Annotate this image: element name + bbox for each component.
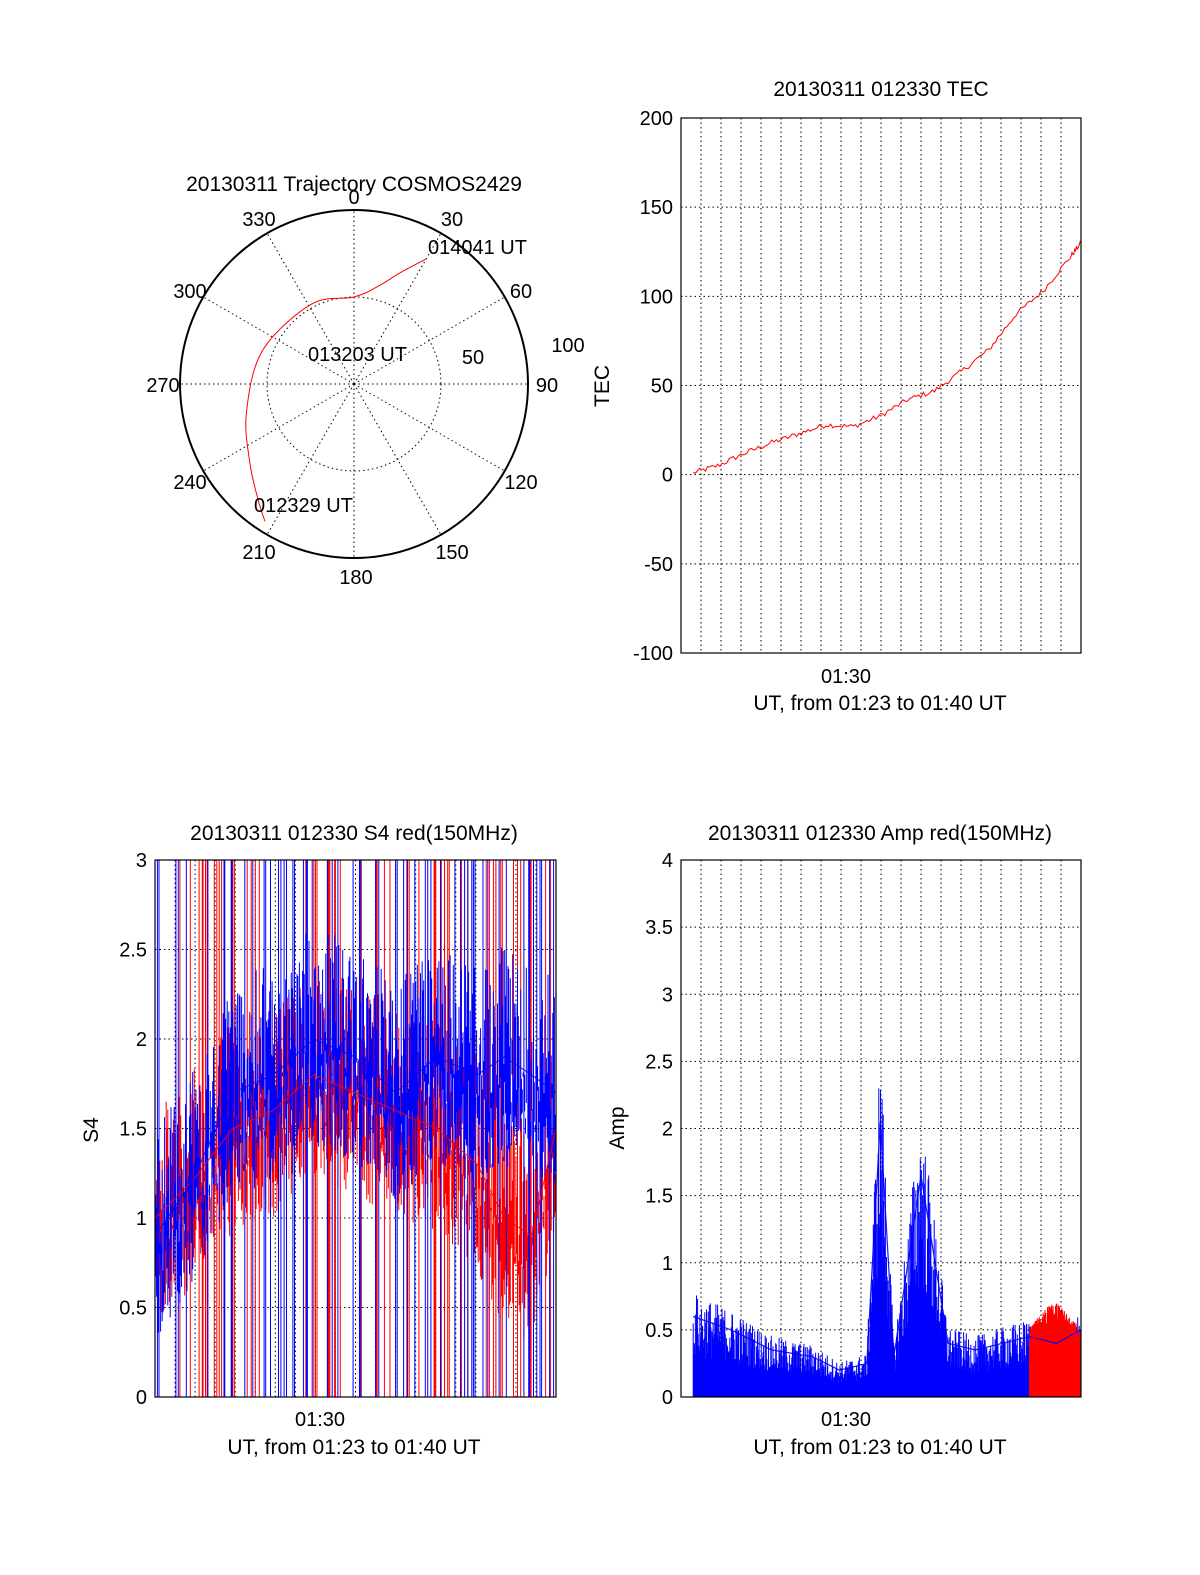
s4-ytick: 1.5 (119, 1119, 147, 1141)
tec-panel: 20130311 012330 TEC 200 150 100 50 0 -50… (591, 78, 1082, 715)
polar-spoke (353, 383, 442, 535)
amp-plot-frame (680, 859, 1082, 1398)
tec-y-tick-labels: 200 150 100 50 0 -50 -100 (633, 108, 673, 665)
s4-ytick: 1 (136, 1208, 147, 1230)
az-label-30: 30 (441, 209, 463, 231)
tec-x-axis-label: UT, from 01:23 to 01:40 UT (753, 692, 1006, 715)
amp-y-tick-labels: 4 3.5 3 2.5 2 1.5 1 0.5 0 (645, 850, 673, 1409)
az-label-210: 210 (242, 542, 275, 564)
polar-spoke (353, 233, 442, 385)
trajectory-track (245, 258, 427, 522)
amp-grid (681, 860, 1081, 1397)
s4-x-axis-label: UT, from 01:23 to 01:40 UT (227, 1436, 480, 1459)
s4-plot-frame (154, 859, 557, 1398)
amp-xtick-0130: 01:30 (821, 1409, 871, 1431)
az-label-60: 60 (510, 281, 532, 303)
amp-red-series-line (1029, 1322, 1082, 1344)
s4-blue-series-line (154, 1038, 557, 1237)
tec-ytick: 0 (662, 465, 673, 487)
trajectory-polar-plot: 20130311 Trajectory COSMOS2429 0 30 60 9… (146, 173, 584, 589)
amp-ytick: 3 (662, 984, 673, 1006)
s4-y-axis-label: S4 (80, 1117, 103, 1143)
amp-x-axis-label: UT, from 01:23 to 01:40 UT (753, 1436, 1006, 1459)
amp-ytick: 1.5 (645, 1186, 673, 1208)
tec-series-line (692, 240, 1082, 474)
amp-ytick: 1 (662, 1253, 673, 1275)
tec-ytick: -100 (633, 643, 673, 665)
az-label-180: 180 (339, 567, 372, 589)
track-end-time-label: 014041 UT (428, 237, 527, 259)
amp-title: 20130311 012330 Amp red(150MHz) (708, 822, 1052, 845)
s4-ytick: 0.5 (119, 1298, 147, 1320)
s4-ytick: 2.5 (119, 940, 147, 962)
tec-plot-frame (680, 117, 1082, 654)
trajectory-title: 20130311 Trajectory COSMOS2429 (186, 173, 522, 196)
amp-ytick: 0 (662, 1387, 673, 1409)
polar-outer-circle (179, 209, 529, 559)
amp-ytick: 3.5 (645, 917, 673, 939)
tec-ytick: 50 (651, 376, 673, 398)
az-label-90: 90 (536, 375, 558, 397)
amp-red-spikes (1029, 1303, 1082, 1397)
s4-panel: 20130311 012330 S4 red(150MHz) 3 2.5 2 1… (80, 822, 557, 1459)
s4-title: 20130311 012330 S4 red(150MHz) (190, 822, 518, 845)
polar-spoke (353, 296, 505, 385)
polar-spoke (203, 296, 355, 385)
s4-ytick: 3 (136, 850, 147, 872)
track-start-time-label: 012329 UT (254, 495, 353, 517)
amp-y-axis-label: Amp (606, 1106, 629, 1149)
az-label-330: 330 (242, 209, 275, 231)
amp-ytick: 2 (662, 1119, 673, 1141)
az-label-270: 270 (146, 375, 179, 397)
tec-ytick: 200 (640, 108, 673, 130)
tec-grid (681, 118, 1081, 653)
track-mid-time-label: 013203 UT (308, 344, 407, 366)
az-label-150: 150 (435, 542, 468, 564)
az-label-300: 300 (173, 281, 206, 303)
s4-y-tick-labels: 3 2.5 2 1.5 1 0.5 0 (119, 850, 147, 1409)
s4-xtick-0130: 01:30 (295, 1409, 345, 1431)
az-label-120: 120 (504, 472, 537, 494)
amp-ytick: 2.5 (645, 1051, 673, 1073)
s4-ytick: 2 (136, 1029, 147, 1051)
polar-spoke (353, 383, 505, 472)
amp-blue-series-line (693, 1121, 1082, 1371)
polar-spoke (266, 233, 355, 385)
tec-xtick-0130: 01:30 (821, 666, 871, 688)
polar-spokes (180, 210, 528, 558)
amp-panel: 20130311 012330 Amp red(150MHz) 4 3.5 3 … (606, 822, 1082, 1459)
radial-label-50: 50 (462, 347, 484, 369)
tec-ytick: 150 (640, 197, 673, 219)
polar-spoke (266, 383, 355, 535)
s4-ytick: 0 (136, 1387, 147, 1409)
radial-label-100: 100 (551, 335, 584, 357)
polar-spoke (203, 383, 355, 472)
s4-red-series-line (154, 1074, 557, 1237)
amp-ytick: 0.5 (645, 1320, 673, 1342)
polar-azimuth-labels: 0 30 60 90 120 150 180 210 240 270 300 3… (146, 187, 558, 589)
az-label-240: 240 (173, 472, 206, 494)
tec-title: 20130311 012330 TEC (773, 78, 988, 101)
tec-y-axis-label: TEC (591, 365, 614, 407)
az-label-0: 0 (348, 187, 359, 209)
amp-ytick: 4 (662, 850, 673, 872)
tec-ytick: 100 (640, 286, 673, 308)
tec-ytick: -50 (644, 554, 673, 576)
